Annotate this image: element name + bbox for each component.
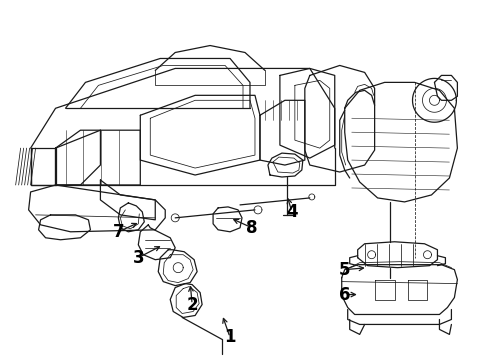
Text: 6: 6 (339, 285, 350, 303)
Text: 4: 4 (286, 203, 298, 221)
Text: 5: 5 (339, 261, 350, 279)
Text: 8: 8 (246, 219, 258, 237)
Text: 2: 2 (186, 296, 198, 314)
Text: 3: 3 (132, 249, 144, 267)
Text: 7: 7 (113, 223, 124, 241)
Text: 1: 1 (224, 328, 236, 346)
